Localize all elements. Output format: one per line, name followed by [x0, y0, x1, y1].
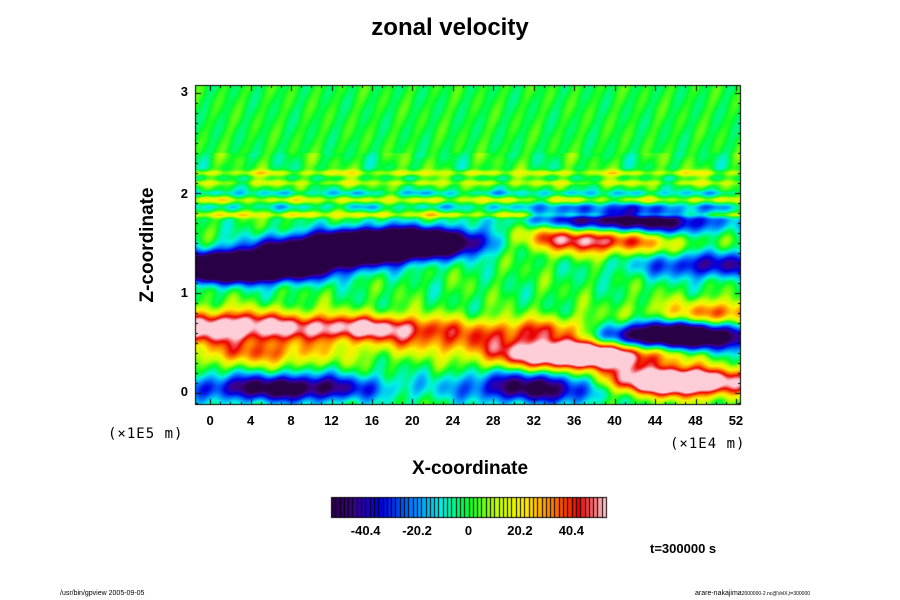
footer-source-name: arare-nakajima: [695, 590, 742, 597]
colorbar-tick-label: -40.4: [350, 523, 381, 538]
x-tick-label: 12: [324, 413, 339, 428]
y-axis-label: Z-coordinate: [137, 187, 158, 303]
x-unit-label: (×1E4 m): [670, 436, 746, 452]
x-tick-label: 0: [206, 413, 214, 428]
footer-source: arare-nakajima2000000-2.nc@VelX,t=300000: [695, 590, 810, 597]
y-tick-label: 1: [180, 285, 188, 300]
x-tick-label: 24: [445, 413, 461, 428]
x-tick-label: 4: [246, 413, 255, 428]
x-tick-label: 28: [486, 413, 501, 428]
x-tick-label: 44: [647, 413, 663, 428]
y-tick-label: 2: [180, 186, 188, 201]
colorbar-tick-label: 20.2: [507, 523, 533, 538]
x-tick-label: 52: [728, 413, 744, 428]
x-tick-label: 16: [364, 413, 380, 428]
y-tick-label: 0: [180, 384, 188, 399]
x-tick-label: 32: [526, 413, 541, 428]
colorbar-tick-label: 0: [464, 523, 473, 538]
x-tick-label: 48: [688, 413, 703, 428]
x-tick-label: 20: [405, 413, 420, 428]
y-unit-label: (×1E5 m): [108, 426, 184, 442]
x-axis-label: X-coordinate: [411, 458, 529, 479]
y-tick-label: 3: [180, 84, 188, 99]
footer-source-suffix: 2000000-2.nc@VelX,t=300000: [741, 591, 811, 597]
chart-title: zonal velocity: [371, 14, 529, 41]
colorbar-tick-label: -20.2: [402, 523, 432, 538]
colorbar-tick-label: 40.4: [558, 523, 585, 538]
footer-command: /usr/bin/gpview 2005-09-05: [60, 590, 145, 597]
x-tick-label: 8: [287, 413, 295, 428]
x-tick-label: 40: [607, 413, 622, 428]
x-tick-label: 36: [566, 413, 582, 428]
time-label: t=300000 s: [650, 541, 717, 556]
